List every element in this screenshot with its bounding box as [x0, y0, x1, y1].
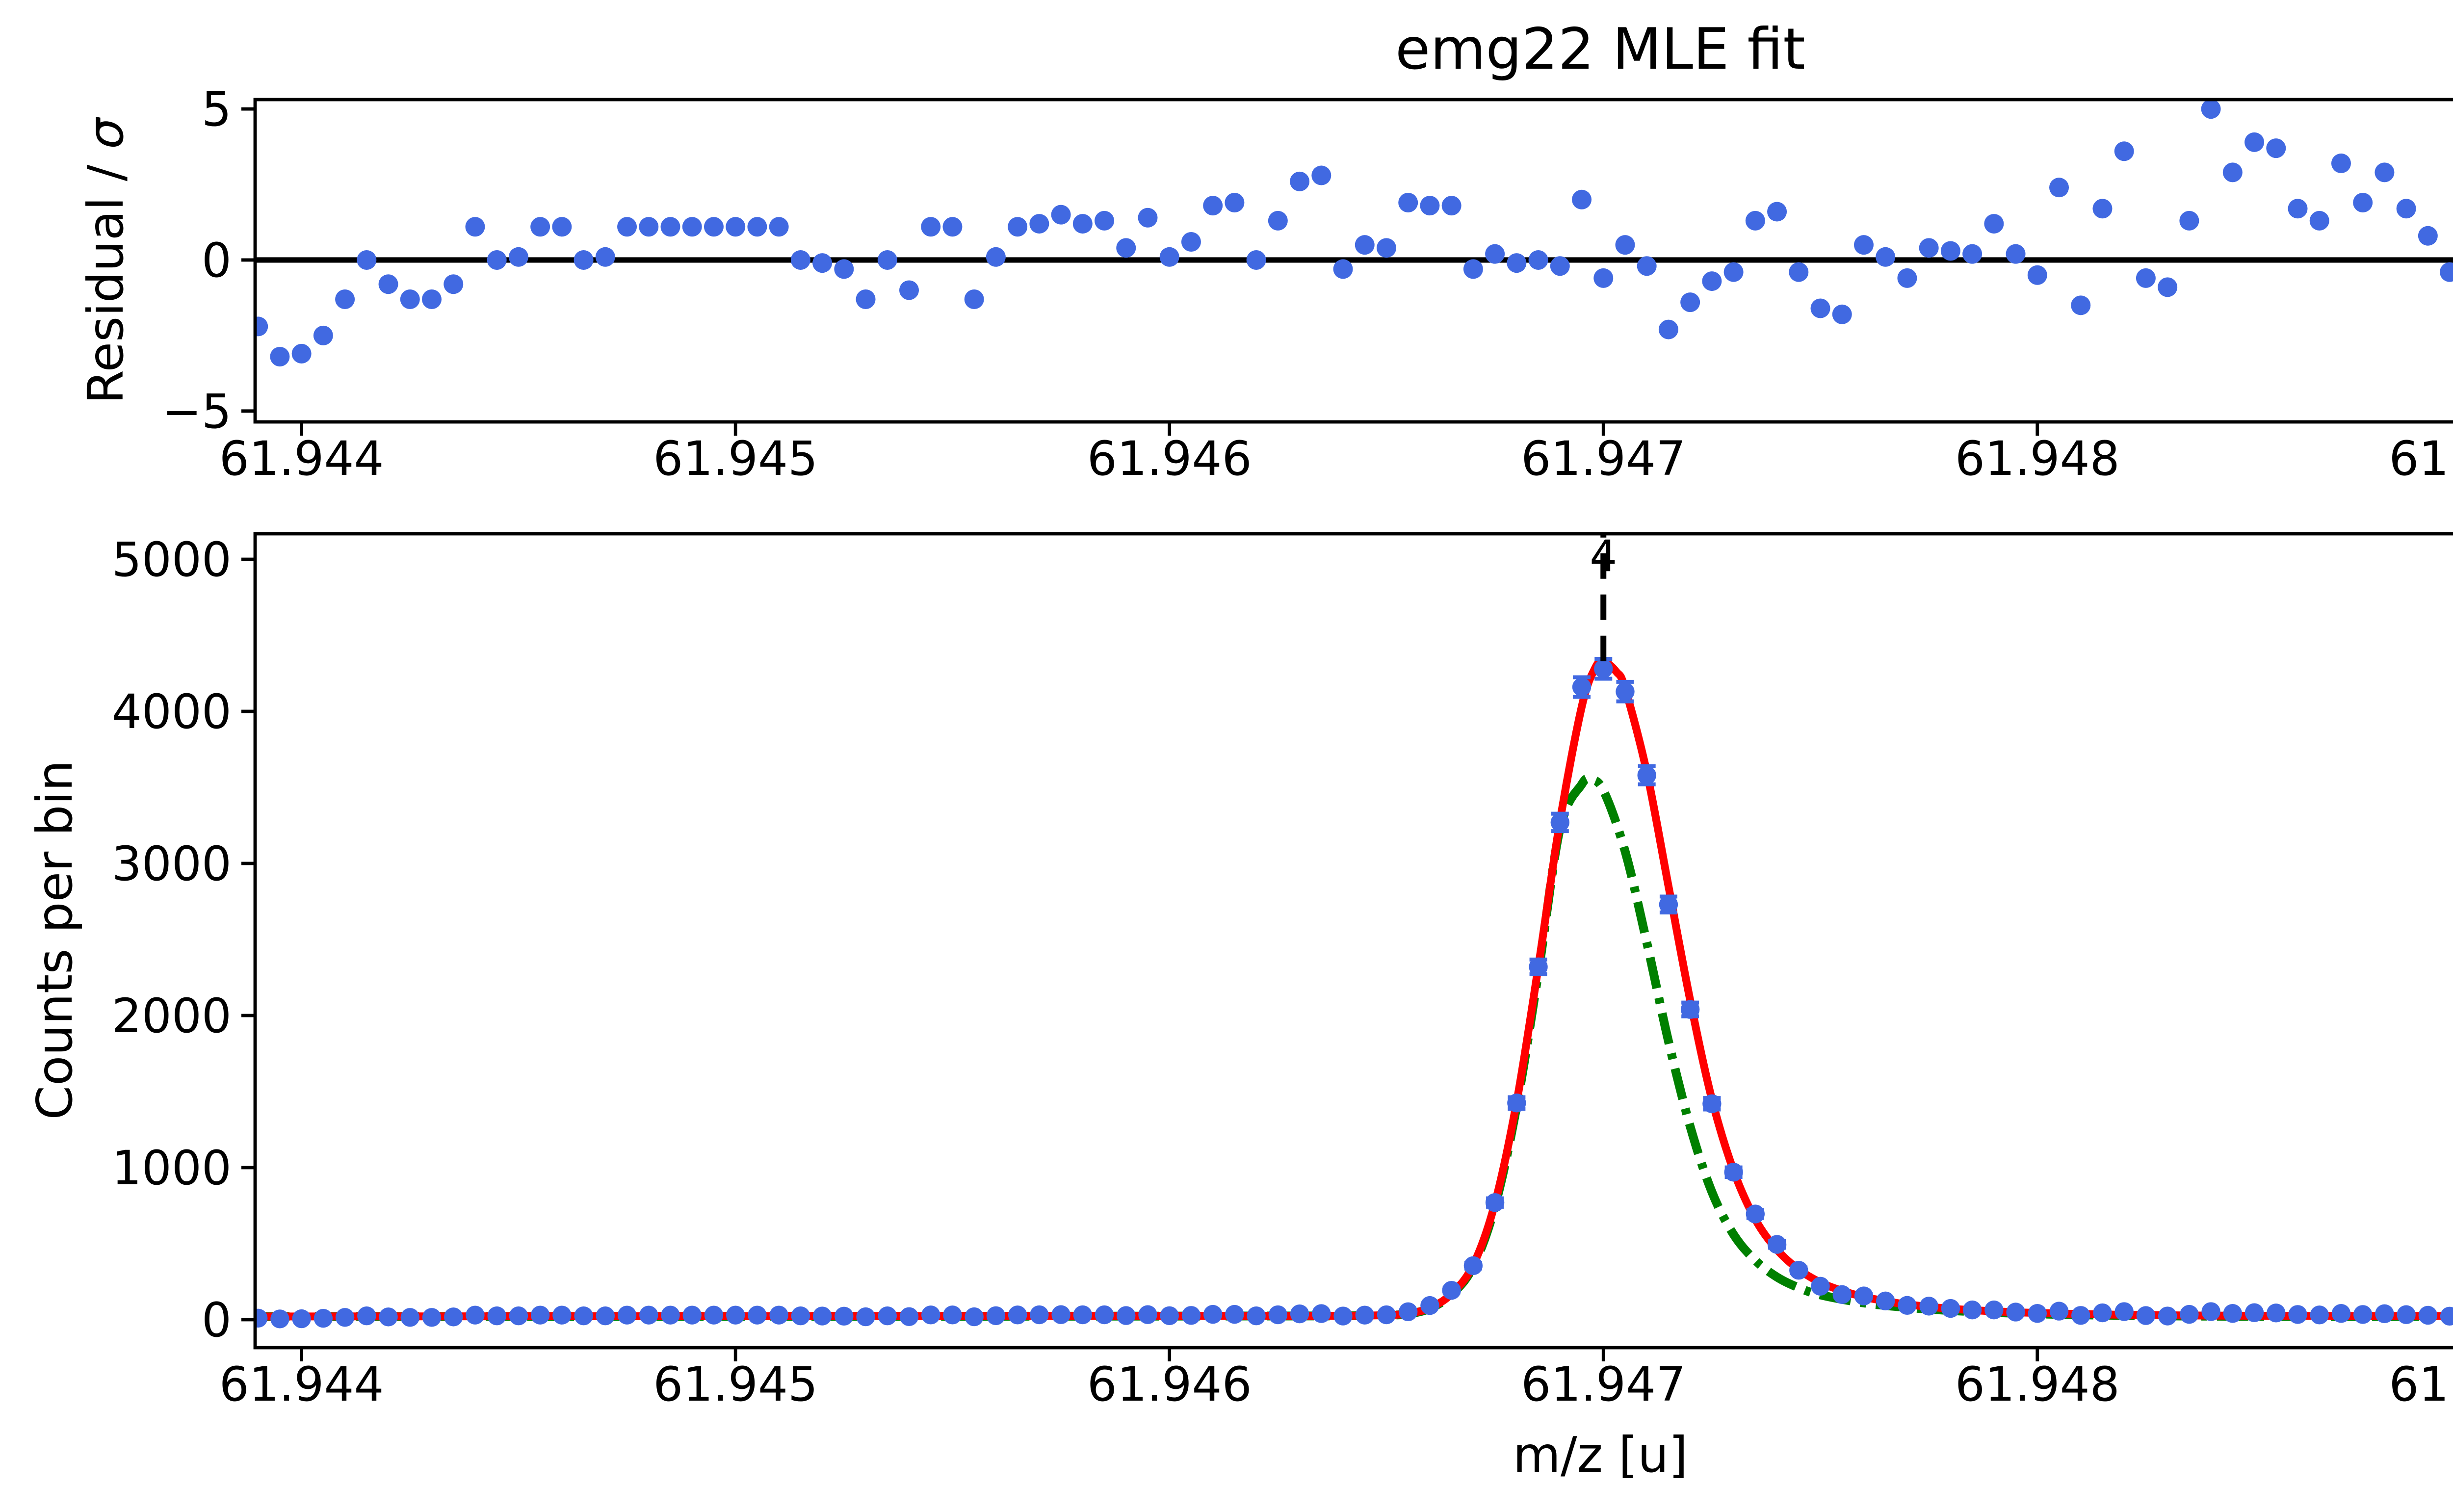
svg-text:1000: 1000 [112, 1141, 232, 1196]
svg-text:−5: −5 [162, 384, 232, 439]
mz-axis-label: m/z [u] [1513, 1427, 1688, 1484]
svg-text:3000: 3000 [112, 836, 232, 891]
svg-text:61.948: 61.948 [1955, 431, 2120, 486]
svg-text:4: 4 [1590, 531, 1617, 581]
svg-text:61.944: 61.944 [219, 1357, 384, 1412]
svg-text:61.948: 61.948 [1955, 1357, 2120, 1412]
svg-text:61.945: 61.945 [653, 431, 818, 486]
svg-text:61.946: 61.946 [1087, 1357, 1252, 1412]
svg-text:61.949: 61.949 [2389, 431, 2453, 486]
svg-text:5: 5 [202, 82, 232, 137]
svg-text:61.945: 61.945 [653, 1357, 818, 1412]
svg-text:0: 0 [202, 233, 232, 288]
residual-axis-label: Residual / σ [78, 118, 134, 404]
svg-text:5000: 5000 [112, 532, 232, 587]
svg-text:0: 0 [202, 1293, 232, 1348]
svg-text:4000: 4000 [112, 684, 232, 739]
svg-text:61.949: 61.949 [2389, 1357, 2453, 1412]
svg-text:61.946: 61.946 [1087, 431, 1252, 486]
svg-text:61.947: 61.947 [1521, 431, 1686, 486]
counts-axis-label: Counts per bin [26, 760, 83, 1120]
chart-title: emg22 MLE fit [1395, 16, 1805, 82]
svg-text:61.944: 61.944 [219, 431, 384, 486]
svg-text:2000: 2000 [112, 989, 232, 1043]
svg-text:61.947: 61.947 [1521, 1357, 1686, 1412]
